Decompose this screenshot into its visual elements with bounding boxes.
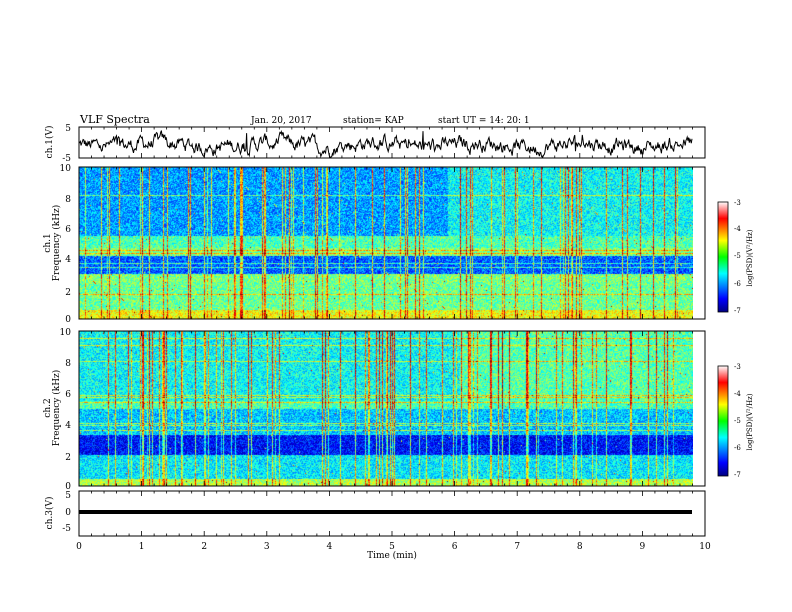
x-tick-3: 3: [264, 542, 270, 552]
ch2-cb-tick-m4: -4: [734, 390, 741, 398]
x-tick-marks: [78, 127, 706, 536]
x-tick-0: 0: [76, 542, 82, 552]
ch2-cb-tick-m7: -7: [734, 471, 741, 479]
ch2-freq-tick-4: 4: [65, 421, 71, 431]
ch1-cb-tick-m3: -3: [734, 199, 741, 207]
ch2-cb-tick-m5: -5: [734, 417, 741, 425]
x-axis-label: Time (min): [367, 550, 417, 561]
ch2-freq-tick-8: 8: [65, 359, 71, 369]
x-tick-8: 8: [577, 542, 583, 552]
x-axis: 0 1 2 3 4 5 6 7 8 9 10 Time (min): [76, 542, 711, 561]
ch2-freq-tick-10: 10: [60, 328, 72, 338]
ch3-ylabel: ch.3(V): [44, 497, 55, 530]
ch2-colorbar-gradient: [717, 365, 729, 477]
start-ut-label: start UT = 14: 20: 1: [438, 116, 530, 126]
ch1-ylabel: ch.1(V): [44, 126, 55, 159]
ch2-cb-tick-m6: -6: [734, 444, 741, 452]
ch2-freq-tick-6: 6: [65, 390, 71, 400]
ch2-cb-tick-m3: -3: [734, 363, 741, 371]
ch3-ytick-top: 5: [65, 491, 71, 501]
ch1-colorbar: -3 -4 -5 -6 -7 log(PSD)(V²/Hz): [717, 199, 754, 315]
ch2-freq-tick-2: 2: [65, 453, 71, 463]
x-tick-5: 5: [389, 542, 395, 552]
ch3-waveform-panel: 5 0 -5 ch.3(V): [44, 490, 706, 537]
ch1-spectrogram-yticks: 0 2 4 6 8 10: [60, 164, 72, 325]
ch1-cb-tick-m7: -7: [734, 307, 741, 315]
x-tick-7: 7: [514, 542, 520, 552]
ch1-ytick-bottom: -5: [62, 154, 71, 164]
x-tick-6: 6: [452, 542, 458, 552]
ch2-freq-tick-0: 0: [65, 482, 71, 492]
date-label: Jan. 20, 2017: [250, 116, 312, 126]
ch3-ytick-mid: 0: [65, 508, 71, 518]
x-tick-4: 4: [327, 542, 333, 552]
ch2-spectrogram-panel: 0 2 4 6 8 10 ch.2 Frequency (kHz): [43, 328, 706, 492]
ch2-colorbar-label: log(PSD)(V²/Hz): [746, 393, 754, 450]
ch1-waveform-panel: 5 -5 ch.1(V): [44, 124, 706, 164]
ch1-spectrogram-image: [79, 167, 693, 319]
x-tick-10: 10: [699, 542, 711, 552]
ch1-waveform-line: [78, 129, 693, 159]
ch1-freq-tick-0: 0: [65, 315, 71, 325]
x-tick-9: 9: [640, 542, 646, 552]
ch1-freq-tick-6: 6: [65, 225, 71, 235]
figure-title: VLF Spectra: [79, 113, 150, 126]
ch1-cb-tick-m4: -4: [734, 225, 741, 233]
x-tick-2: 2: [201, 542, 207, 552]
ch1-spectrogram-panel: 0 2 4 6 8 10 ch.1 Frequency (kHz): [43, 164, 706, 325]
ch1-freq-tick-8: 8: [65, 195, 71, 205]
ch3-ytick-bottom: -5: [62, 524, 71, 534]
ch1-cb-tick-m5: -5: [734, 252, 741, 260]
ch1-colorbar-gradient: [717, 201, 729, 313]
ch1-freq-tick-4: 4: [65, 255, 71, 265]
ch1-freq-tick-2: 2: [65, 288, 71, 298]
ch2-spectrogram-image: [79, 331, 693, 486]
ch1-spectrogram-ylabel-1: ch.1: [43, 233, 53, 252]
ch2-colorbar: -3 -4 -5 -6 -7 log(PSD)(V²/Hz): [717, 363, 754, 479]
ch1-spectrogram-ylabel-2: Frequency (kHz): [51, 205, 62, 282]
ch2-spectrogram-ylabel-1: ch.2: [43, 398, 53, 417]
ch1-freq-tick-10: 10: [60, 164, 72, 174]
ch1-ytick-top: 5: [65, 124, 71, 134]
ch1-cb-tick-m6: -6: [734, 280, 741, 288]
station-label: station= KAP: [343, 116, 404, 126]
ch2-spectrogram-yticks: 0 2 4 6 8 10: [60, 328, 72, 492]
ch1-colorbar-label: log(PSD)(V²/Hz): [746, 229, 754, 286]
x-tick-1: 1: [139, 542, 145, 552]
ch2-spectrogram-ylabel-2: Frequency (kHz): [51, 370, 62, 447]
